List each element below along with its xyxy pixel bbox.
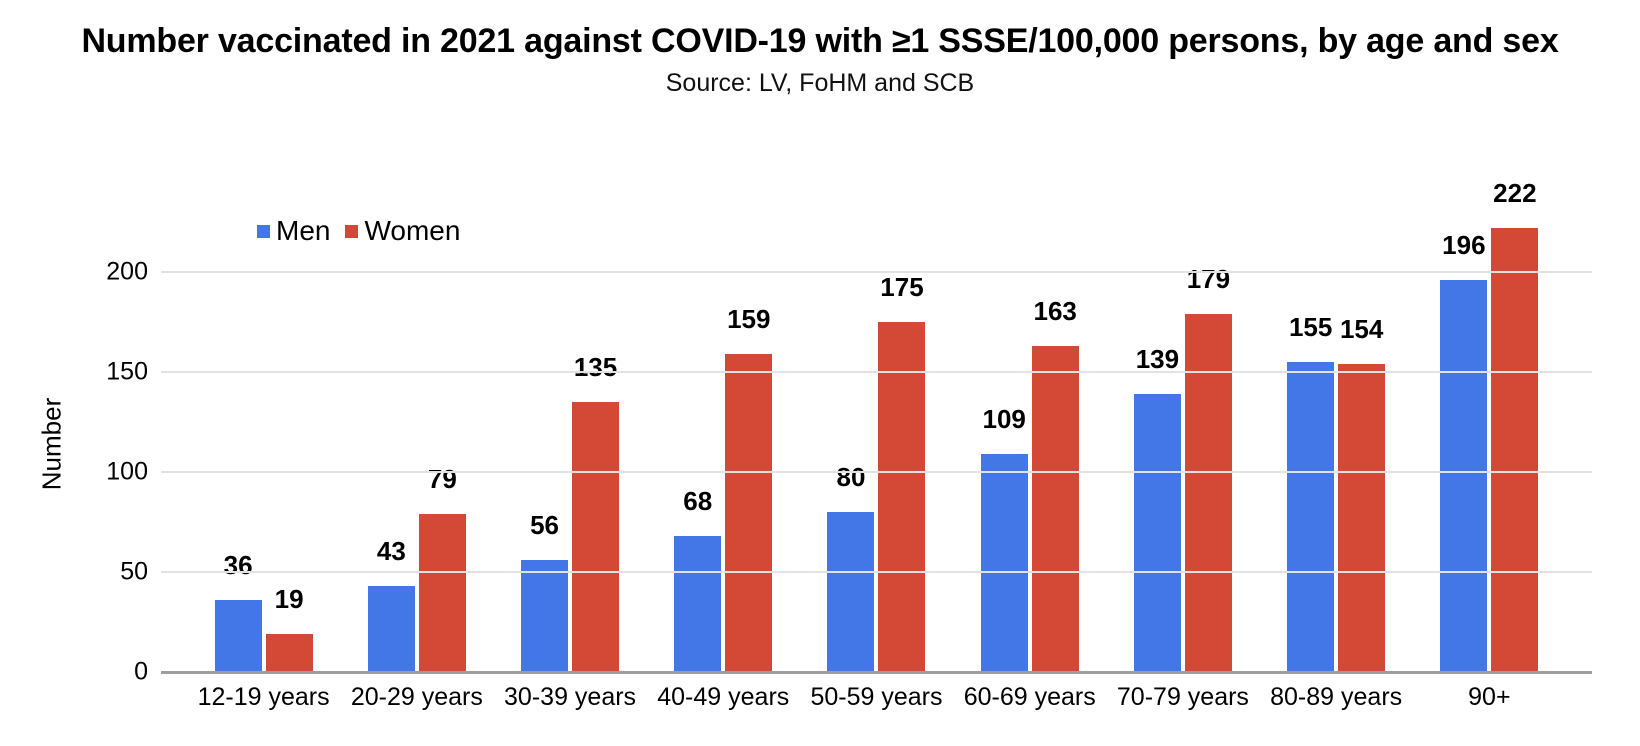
bar-men: 109	[980, 406, 1028, 672]
legend-swatch-women-icon	[345, 224, 359, 238]
y-axis-ticks: 0 50 100 150 200	[0, 259, 148, 684]
bar-group-30-39-years: 56 135	[493, 272, 646, 672]
bar-value-label: 222	[1493, 178, 1537, 208]
x-axis-label: 12-19 years	[197, 683, 330, 711]
bar-value-label: 68	[683, 486, 713, 516]
bar-value-label: 159	[727, 304, 771, 334]
gridline	[161, 571, 1592, 573]
x-axis-label: 30-39 years	[504, 683, 637, 711]
bar-women: 159	[725, 306, 773, 672]
x-axis-label: 90+	[1468, 683, 1511, 711]
x-axis-label: 80-89 years	[1270, 683, 1403, 711]
bar-value-label: 179	[1186, 264, 1231, 294]
bar-group-40-49-years: 68 159	[647, 272, 800, 672]
bar-women: 79	[418, 466, 466, 672]
bar-value-label: 163	[1033, 296, 1077, 326]
legend-item-women: Women	[345, 214, 460, 248]
bar-men: 139	[1133, 346, 1181, 672]
x-axis-label: 70-79 years	[1116, 683, 1249, 711]
bar-value-label: 43	[376, 536, 406, 566]
y-axis-tick: 100	[106, 457, 148, 486]
bar-group-60-69-years: 109 163	[953, 272, 1106, 672]
bar-men: 80	[827, 464, 875, 672]
bar-women: 163	[1031, 298, 1079, 672]
bar-men: 43	[367, 538, 415, 672]
bar-men: 36	[214, 552, 262, 672]
bar-group-50-59-years: 80 175	[800, 272, 953, 672]
bar-women: 154	[1338, 316, 1386, 672]
y-axis-tick: 200	[106, 257, 148, 286]
legend-item-men: Men	[257, 214, 330, 248]
bar-value-label: 56	[530, 510, 560, 540]
bar-men: 56	[521, 512, 569, 672]
bar-women: 135	[572, 354, 620, 672]
bar-group-90+: 196 222	[1413, 180, 1566, 672]
bar-group-80-89-years: 155 154	[1260, 272, 1413, 672]
legend-label: Men	[276, 215, 331, 246]
bar-men: 196	[1440, 232, 1488, 672]
bar-value-label: 19	[274, 584, 304, 614]
bar-value-label: 109	[982, 404, 1026, 434]
bar-value-label: 36	[223, 550, 253, 580]
bar-women: 175	[878, 274, 926, 672]
bar-women: 19	[265, 586, 313, 672]
x-axis-line	[161, 671, 1592, 674]
legend-swatch-men-icon	[257, 224, 270, 238]
bar-group-12-19-years: 36 19	[187, 272, 340, 672]
gridline	[161, 371, 1592, 373]
bar-women: 222	[1491, 180, 1539, 672]
gridline	[161, 271, 1592, 273]
plot-area: 36 19 43 79 56 135 68 159 80 175 109 163 139 179 155 15…	[161, 180, 1592, 674]
x-axis-labels: 12-19 years 20-29 years 30-39 years 40-49 y…	[161, 682, 1592, 712]
bar-value-label: 80	[836, 462, 866, 492]
x-axis-label: 40-49 years	[657, 683, 790, 711]
bar-value-label: 135	[573, 352, 618, 382]
y-axis-tick: 150	[106, 357, 148, 386]
y-axis-tick: 50	[120, 557, 148, 586]
bar-value-label: 155	[1288, 312, 1333, 342]
chart-title: Number vaccinated in 2021 against COVID-…	[81, 22, 1559, 60]
bar-group-20-29-years: 43 79	[340, 272, 493, 672]
legend: Men Women	[257, 214, 460, 248]
bar-value-label: 175	[880, 272, 924, 302]
bar-value-label: 139	[1135, 344, 1180, 374]
bar-value-label: 154	[1339, 314, 1384, 344]
y-axis-tick: 0	[134, 657, 148, 686]
bar-group-70-79-years: 139 179	[1106, 266, 1259, 672]
chart-subtitle: Source: LV, FoHM and SCB	[665, 69, 975, 97]
bar-men: 68	[674, 488, 722, 672]
bar-men: 155	[1287, 314, 1335, 672]
gridline	[161, 471, 1592, 473]
bar-value-label: 79	[427, 464, 457, 494]
bar-value-label: 196	[1442, 230, 1486, 260]
x-axis-label: 20-29 years	[350, 683, 483, 711]
x-axis-label: 50-59 years	[810, 683, 943, 711]
x-axis-label: 60-69 years	[963, 683, 1096, 711]
legend-label: Women	[364, 215, 461, 246]
bar-women: 179	[1184, 266, 1232, 672]
bar-groups: 36 19 43 79 56 135 68 159 80 175 109 163 139 179 155 15…	[161, 180, 1592, 672]
